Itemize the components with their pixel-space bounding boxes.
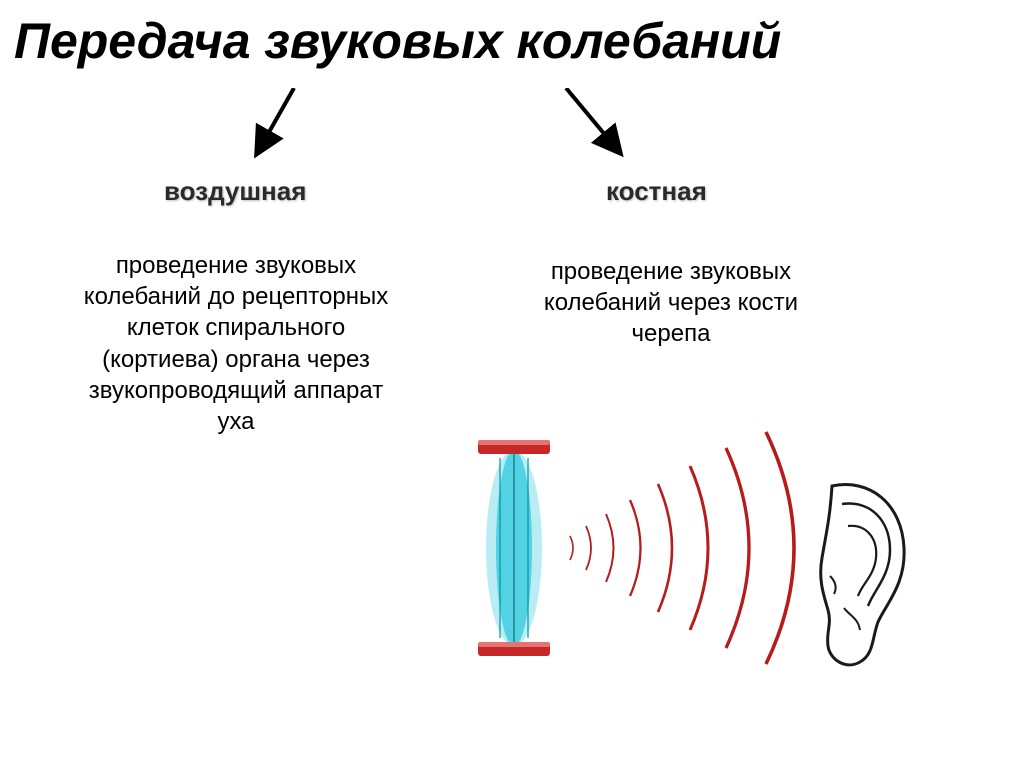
title-text: Передача звуковых колебаний bbox=[14, 13, 781, 69]
branch-left-label: воздушная bbox=[164, 176, 306, 207]
tuning-fork-icon bbox=[478, 440, 550, 656]
branch-right-desc-text: проведение звуковых колебаний через кост… bbox=[544, 258, 798, 347]
arrow-right-icon bbox=[560, 88, 640, 178]
sound-wave-illustration bbox=[472, 408, 912, 688]
branch-right-label-text: костная bbox=[606, 176, 707, 206]
page-title: Передача звуковых колебаний bbox=[14, 12, 781, 70]
branch-left-desc-text: проведение звуковых колебаний до рецепто… bbox=[84, 252, 388, 435]
branch-left-description: проведение звуковых колебаний до рецепто… bbox=[76, 250, 396, 437]
branch-left-label-text: воздушная bbox=[164, 176, 306, 206]
sound-waves-icon bbox=[570, 432, 794, 664]
branch-right-description: проведение звуковых колебаний через кост… bbox=[516, 256, 826, 350]
ear-icon bbox=[821, 485, 904, 665]
arrow-left-icon bbox=[250, 88, 310, 178]
branch-right-label: костная bbox=[606, 176, 707, 207]
